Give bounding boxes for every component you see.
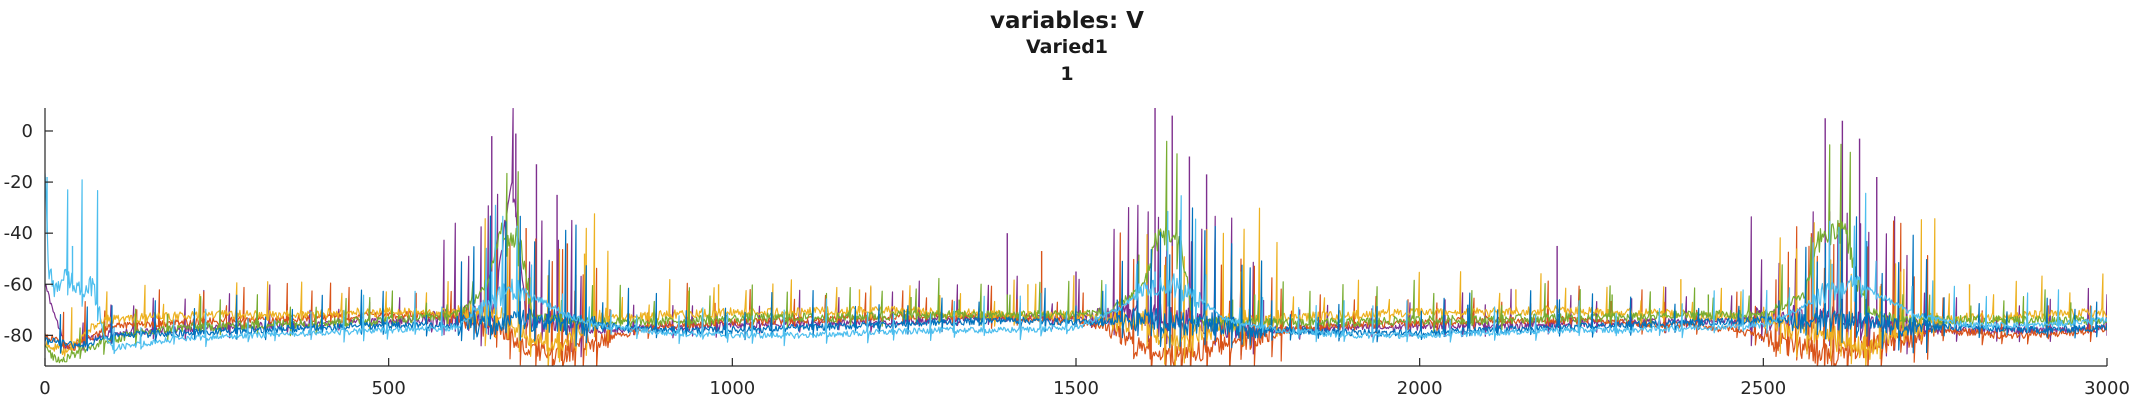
x-tick-label: 1500 xyxy=(1053,378,1099,399)
chart-subtitle-2: 1 xyxy=(1060,63,1073,85)
y-tick-label: -60 xyxy=(4,274,33,295)
y-ticks: 0 -20 -40 -60 -80 xyxy=(4,121,53,346)
series-line-6 xyxy=(45,173,2107,355)
x-tick-label: 1000 xyxy=(709,378,755,399)
y-tick-label: -20 xyxy=(4,172,33,193)
chart-subtitle: Varied1 xyxy=(1026,36,1108,58)
x-ticks: 0 500 1000 1500 2000 2500 3000 xyxy=(39,358,2130,399)
x-tick-label: 3000 xyxy=(2084,378,2130,399)
y-tick-label: -80 xyxy=(4,325,33,346)
y-tick-label: -40 xyxy=(4,223,33,244)
x-tick-label: 2500 xyxy=(1740,378,1786,399)
y-tick-label: 0 xyxy=(22,121,33,142)
chart-title: variables: V xyxy=(990,8,1144,34)
x-tick-label: 2000 xyxy=(1397,378,1443,399)
x-tick-label: 500 xyxy=(371,378,405,399)
axes: 0 500 1000 1500 2000 2500 3000 0 -20 -40 -60 -80 xyxy=(4,108,2130,399)
plot-area xyxy=(45,108,2107,366)
x-tick-label: 0 xyxy=(39,378,50,399)
series-layer xyxy=(45,108,2107,366)
